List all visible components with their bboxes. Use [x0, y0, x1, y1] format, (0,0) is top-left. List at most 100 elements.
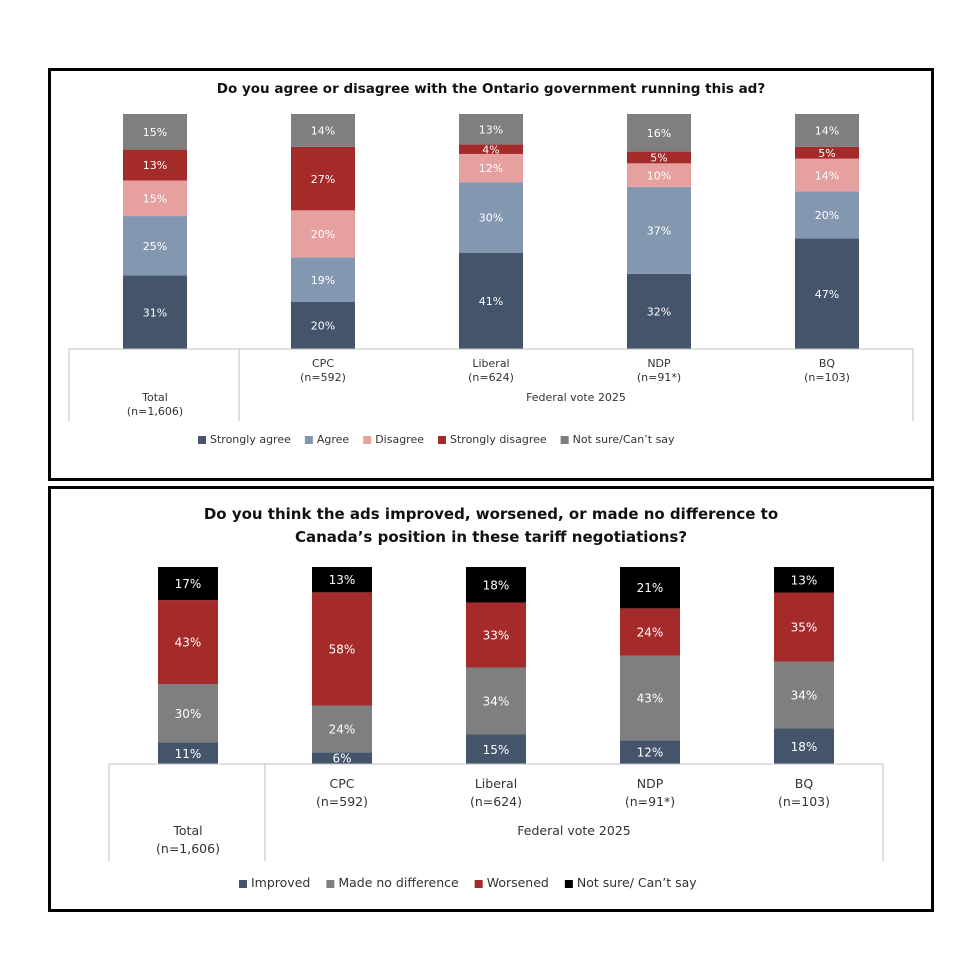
bar-cpc-strongly-disagree	[291, 146, 355, 211]
chart-agree-disagree: 31% 25% 15% 13% 15% 20% 19% 20% 27% 14% 41% 30% 12% 4…	[68, 114, 914, 446]
legend-label-improved: Improved	[251, 875, 310, 890]
tick-label-cpc: CPC	[312, 357, 334, 370]
bar-bq-improved	[774, 728, 834, 764]
data-label: 13%	[329, 573, 356, 587]
data-label: 34%	[791, 689, 818, 703]
tick-label-liberal: (n=624)	[468, 371, 514, 384]
chart-ads-impact: 11% 30% 43% 17% 6% 24% 58% 13% 15% 34% 33% 18% 12% 43…	[108, 567, 884, 890]
data-label: 16%	[647, 127, 671, 140]
legend-label-strongly-agree: Strongly agree	[210, 433, 291, 446]
bar-liberal-strongly-agree	[459, 252, 523, 349]
bar-ndp-strongly-disagree	[627, 151, 691, 164]
bar-liberal-not-sure-can-t-say	[466, 567, 526, 603]
bar-liberal-not-sure-can-t-say	[459, 114, 523, 145]
data-label: 43%	[637, 692, 664, 706]
bar-bq-agree	[795, 191, 859, 239]
data-label: 31%	[143, 306, 167, 319]
chart-panel-ads-impact: Do you think the ads improved, worsened,…	[48, 486, 934, 912]
data-label: 18%	[791, 740, 818, 754]
tick-label-bq: (n=103)	[778, 794, 830, 809]
bar-cpc-strongly-agree	[291, 302, 355, 349]
bar-bq-strongly-disagree	[795, 146, 859, 159]
data-label: 27%	[311, 173, 335, 186]
tick-label-cpc: (n=592)	[300, 371, 346, 384]
chart-title-text: Do you think the ads improved, worsened,…	[203, 505, 779, 546]
data-label: 43%	[175, 636, 202, 650]
bar-cpc-not-sure-can-t-say	[291, 114, 355, 147]
bar-ndp-disagree	[627, 163, 691, 187]
bar-liberal-improved	[466, 734, 526, 764]
data-label: 14%	[815, 169, 839, 182]
tick-label-cpc: (n=592)	[316, 794, 368, 809]
data-label: 15%	[143, 192, 167, 205]
data-label: 14%	[815, 125, 839, 138]
data-label: 14%	[311, 125, 335, 138]
group-label: Federal vote 2025	[517, 823, 631, 838]
data-label: 12%	[637, 746, 664, 760]
group-label: Federal vote 2025	[526, 391, 626, 404]
tick-label-liberal: Liberal	[475, 776, 517, 791]
data-label: 13%	[791, 573, 818, 587]
data-label: 4%	[482, 143, 499, 156]
legend-label-disagree: Disagree	[375, 433, 424, 446]
bar-cpc-not-sure-can-t-say	[312, 567, 372, 593]
data-label: 20%	[815, 209, 839, 222]
data-label: 13%	[143, 159, 167, 172]
data-label: 35%	[791, 621, 818, 635]
tick-label-bq: (n=103)	[804, 371, 850, 384]
data-label: 19%	[311, 274, 335, 287]
legend-label-agree: Agree	[317, 433, 350, 446]
bar-ndp-made-no-difference	[620, 655, 680, 741]
bar-cpc-disagree	[291, 210, 355, 258]
bar-total-agree	[123, 216, 187, 276]
tick-label-ndp: (n=91*)	[637, 371, 681, 384]
data-label: 11%	[175, 747, 202, 761]
legend-swatch-strongly-disagree	[438, 436, 446, 444]
bar-bq-disagree	[795, 158, 859, 192]
data-label: 18%	[483, 578, 510, 592]
tick-label-ndp: NDP	[647, 357, 671, 370]
data-label: 12%	[479, 162, 503, 175]
bar-total-strongly-agree	[123, 275, 187, 349]
tick-label-ndp: (n=91*)	[625, 794, 675, 809]
tick-label-liberal: Liberal	[472, 357, 509, 370]
data-label: 30%	[479, 212, 503, 225]
data-label: 10%	[647, 169, 671, 182]
bar-bq-made-no-difference	[774, 661, 834, 729]
bar-ndp-agree	[627, 186, 691, 274]
data-label: 47%	[815, 288, 839, 301]
bar-total-not-sure-can-t-say	[158, 567, 218, 601]
chart-panel-agree-disagree: Do you agree or disagree with the Ontari…	[48, 68, 934, 481]
data-label: 17%	[175, 577, 202, 591]
bar-bq-not-sure-can-t-say	[795, 114, 859, 147]
chart-title: Do you think the ads improved, worsened,…	[51, 503, 931, 549]
legend-label-strongly-disagree: Strongly disagree	[450, 433, 547, 446]
data-label: 21%	[637, 581, 664, 595]
data-label: 37%	[647, 225, 671, 238]
bar-bq-not-sure-can-t-say	[774, 567, 834, 593]
data-label: 41%	[479, 295, 503, 308]
data-label: 58%	[329, 642, 356, 656]
legend-label-not-sure-can-t-say: Not sure/Can’t say	[573, 433, 675, 446]
data-label: 20%	[311, 228, 335, 241]
data-label: 5%	[818, 147, 835, 160]
tick-label-total: (n=1,606)	[156, 841, 220, 856]
bar-ndp-not-sure-can-t-say	[620, 567, 680, 609]
bar-liberal-disagree	[459, 153, 523, 183]
tick-label-liberal: (n=624)	[470, 794, 522, 809]
legend-swatch-strongly-agree	[198, 436, 206, 444]
legend-label-made-no-difference: Made no difference	[338, 875, 459, 890]
data-label: 13%	[479, 123, 503, 136]
tick-label-cpc: CPC	[330, 776, 355, 791]
bar-ndp-not-sure-can-t-say	[627, 114, 691, 152]
bar-liberal-strongly-disagree	[459, 144, 523, 154]
bar-bq-worsened	[774, 592, 834, 662]
legend-label-not-sure-can-t-say: Not sure/ Can’t say	[577, 875, 697, 890]
data-label: 30%	[175, 707, 202, 721]
data-label: 15%	[483, 743, 510, 757]
data-label: 32%	[647, 306, 671, 319]
bar-ndp-strongly-agree	[627, 273, 691, 349]
bar-liberal-worsened	[466, 602, 526, 668]
data-label: 15%	[143, 126, 167, 139]
data-label: 6%	[332, 752, 351, 766]
